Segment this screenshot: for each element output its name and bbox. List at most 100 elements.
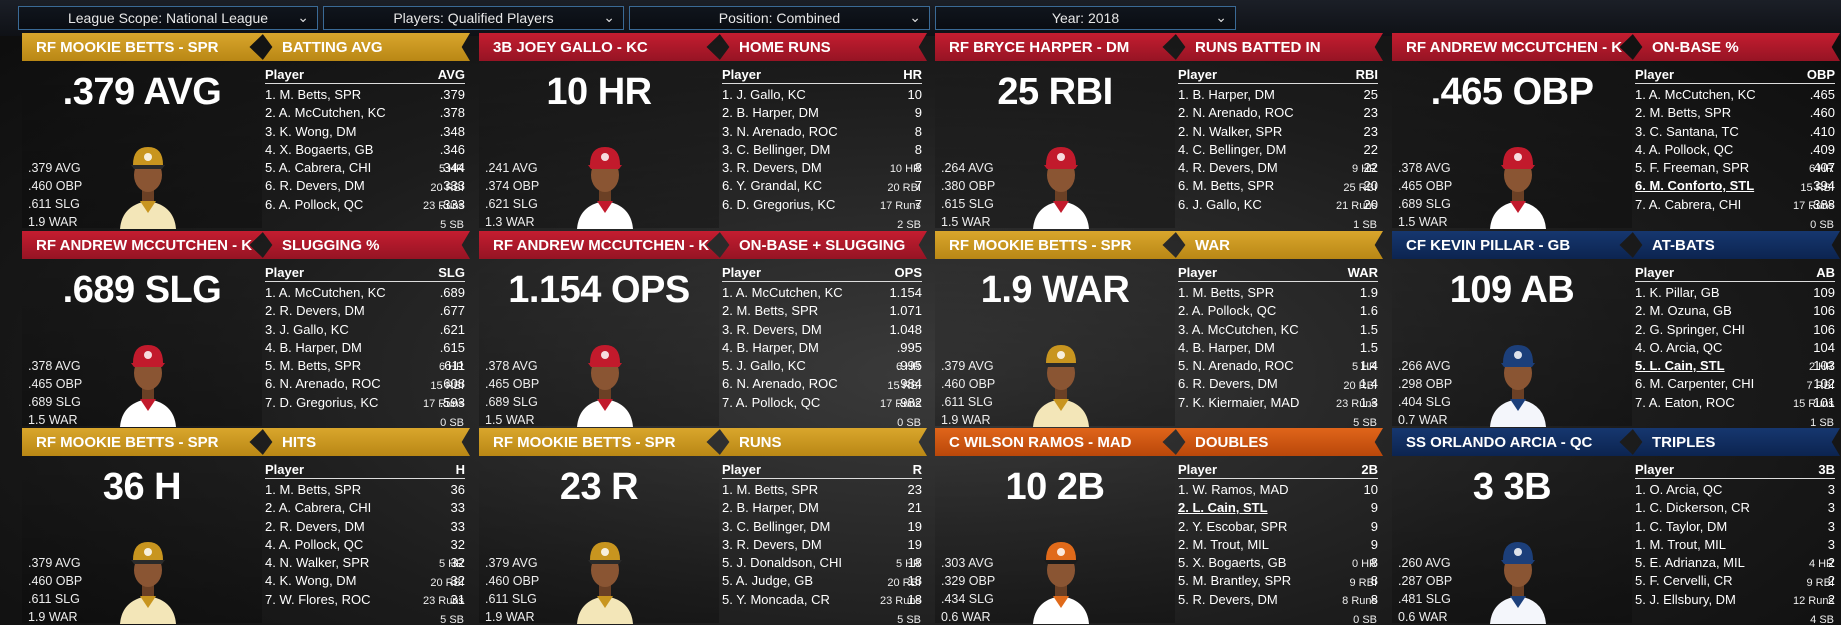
player-column-header[interactable]: Player: [722, 265, 762, 280]
leader-row[interactable]: 6. Y. Grandal, KC 7: [722, 177, 922, 195]
leader-row[interactable]: 1. C. Dickerson, CR 3: [1635, 499, 1835, 517]
leader-row[interactable]: 3. C. Bellinger, DM 8: [722, 141, 922, 159]
player-portrait[interactable]: [1031, 524, 1091, 624]
leader-row[interactable]: 7. W. Flores, ROC 31: [265, 591, 465, 609]
player-column-header[interactable]: Player: [265, 265, 305, 280]
leader-row[interactable]: 5. J. Ellsbury, DM 2: [1635, 591, 1835, 609]
leader-row[interactable]: 4. C. Bellinger, DM 22: [1178, 141, 1378, 159]
leader-row[interactable]: 2. R. Devers, DM .677: [265, 302, 465, 320]
leader-row[interactable]: 2. M. Ozuna, GB 106: [1635, 302, 1835, 320]
player-column-header[interactable]: Player: [265, 67, 305, 82]
leader-row[interactable]: 4. A. Pollock, QC .409: [1635, 141, 1835, 159]
leader-row[interactable]: 1. A. McCutchen, KC 1.154: [722, 284, 922, 302]
player-column-header[interactable]: Player: [1178, 462, 1218, 477]
player-ribbon[interactable]: RF MOOKIE BETTS - SPR: [22, 33, 264, 61]
stat-column-header[interactable]: AB: [1816, 265, 1835, 280]
leader-row[interactable]: 4. B. Harper, DM .995: [722, 339, 922, 357]
player-ribbon[interactable]: SS ORLANDO ARCIA - QC: [1392, 428, 1634, 456]
leader-row[interactable]: 4. N. Walker, SPR 32: [265, 554, 465, 572]
leader-row[interactable]: 7. D. Gregorius, KC .593: [265, 394, 465, 412]
leader-row[interactable]: 1. K. Pillar, GB 109: [1635, 284, 1835, 302]
leader-row[interactable]: 6. M. Carpenter, CHI 102: [1635, 375, 1835, 393]
leader-row[interactable]: 4. R. Devers, DM 22: [1178, 159, 1378, 177]
leader-row[interactable]: 7. A. Eaton, ROC 101: [1635, 394, 1835, 412]
player-ribbon[interactable]: RF ANDREW MCCUTCHEN - KC: [22, 231, 264, 259]
leader-row[interactable]: 5. J. Gallo, KC .995: [722, 357, 922, 375]
player-column-header[interactable]: Player: [1635, 67, 1675, 82]
leader-row[interactable]: 5. M. Betts, SPR .611: [265, 357, 465, 375]
player-ribbon[interactable]: C WILSON RAMOS - MAD: [935, 428, 1177, 456]
player-ribbon[interactable]: RF BRYCE HARPER - DM: [935, 33, 1177, 61]
leader-row[interactable]: 6. R. Devers, DM 1.4: [1178, 375, 1378, 393]
stat-column-header[interactable]: 2B: [1361, 462, 1378, 477]
leader-row[interactable]: 2. M. Betts, SPR 1.071: [722, 302, 922, 320]
leader-row[interactable]: 1. O. Arcia, QC 3: [1635, 481, 1835, 499]
year-dropdown[interactable]: Year: 2018 ⌄: [935, 6, 1236, 30]
leader-row[interactable]: 2. N. Walker, SPR 23: [1178, 123, 1378, 141]
leader-row[interactable]: 1. W. Ramos, MAD 10: [1178, 481, 1378, 499]
leader-row[interactable]: 2. R. Devers, DM 33: [265, 518, 465, 536]
leader-row[interactable]: 3. R. Devers, DM 19: [722, 536, 922, 554]
player-portrait[interactable]: [118, 327, 178, 427]
stat-column-header[interactable]: AVG: [437, 67, 465, 82]
leader-row[interactable]: 2. B. Harper, DM 9: [722, 104, 922, 122]
leader-row[interactable]: 6. D. Gregorius, KC 7: [722, 196, 922, 214]
leader-row[interactable]: 2. M. Trout, MIL 9: [1178, 536, 1378, 554]
leader-row[interactable]: 5. L. Cain, STL 103: [1635, 357, 1835, 375]
position-dropdown[interactable]: Position: Combined ⌄: [629, 6, 930, 30]
leader-row[interactable]: 3. A. McCutchen, KC 1.5: [1178, 321, 1378, 339]
player-ribbon[interactable]: RF MOOKIE BETTS - SPR: [935, 231, 1177, 259]
leader-row[interactable]: 2. A. Cabrera, CHI 33: [265, 499, 465, 517]
stat-column-header[interactable]: OBP: [1806, 67, 1835, 82]
player-ribbon[interactable]: 3B JOEY GALLO - KC: [479, 33, 721, 61]
leader-row[interactable]: 5. F. Cervelli, CR 2: [1635, 572, 1835, 590]
leader-row[interactable]: 2. G. Springer, CHI 106: [1635, 321, 1835, 339]
leader-row[interactable]: 1. M. Trout, MIL 3: [1635, 536, 1835, 554]
leader-row[interactable]: 6. N. Arenado, ROC .984: [722, 375, 922, 393]
leader-row[interactable]: 2. A. Pollock, QC 1.6: [1178, 302, 1378, 320]
player-column-header[interactable]: Player: [1635, 265, 1675, 280]
player-column-header[interactable]: Player: [265, 462, 305, 477]
leader-row[interactable]: 3. C. Santana, TC .410: [1635, 123, 1835, 141]
player-portrait[interactable]: [1031, 327, 1091, 427]
stat-column-header[interactable]: 3B: [1818, 462, 1835, 477]
leader-row[interactable]: 6. A. Pollock, QC .333: [265, 196, 465, 214]
player-portrait[interactable]: [1488, 129, 1548, 229]
leader-row[interactable]: 3. C. Bellinger, DM 19: [722, 518, 922, 536]
leader-row[interactable]: 1. A. McCutchen, KC .465: [1635, 86, 1835, 104]
leader-row[interactable]: 2. N. Arenado, ROC 23: [1178, 104, 1378, 122]
player-column-header[interactable]: Player: [1635, 462, 1675, 477]
player-portrait[interactable]: [575, 327, 635, 427]
stat-column-header[interactable]: WAR: [1347, 265, 1378, 280]
leader-row[interactable]: 4. K. Wong, DM 32: [265, 572, 465, 590]
leader-row[interactable]: 1. M. Betts, SPR 36: [265, 481, 465, 499]
leader-row[interactable]: 5. J. Donaldson, CHI 18: [722, 554, 922, 572]
leader-row[interactable]: 3. R. Devers, DM 1.048: [722, 321, 922, 339]
leader-row[interactable]: 4. O. Arcia, QC 104: [1635, 339, 1835, 357]
league-scope-dropdown[interactable]: League Scope: National League ⌄: [18, 6, 318, 30]
leader-row[interactable]: 3. R. Devers, DM 8: [722, 159, 922, 177]
player-ribbon[interactable]: RF MOOKIE BETTS - SPR: [22, 428, 264, 456]
leader-row[interactable]: 7. K. Kiermaier, MAD 1.3: [1178, 394, 1378, 412]
leader-row[interactable]: 4. B. Harper, DM 1.5: [1178, 339, 1378, 357]
leader-row[interactable]: 2. B. Harper, DM 21: [722, 499, 922, 517]
player-portrait[interactable]: [118, 129, 178, 229]
leader-row[interactable]: 1. M. Betts, SPR 1.9: [1178, 284, 1378, 302]
leader-row[interactable]: 6. R. Devers, DM .333: [265, 177, 465, 195]
leader-row[interactable]: 5. F. Freeman, SPR .407: [1635, 159, 1835, 177]
stat-column-header[interactable]: HR: [903, 67, 922, 82]
player-portrait[interactable]: [118, 524, 178, 624]
leader-row[interactable]: 5. A. Cabrera, CHI .344: [265, 159, 465, 177]
leader-row[interactable]: 3. N. Arenado, ROC 8: [722, 123, 922, 141]
leader-row[interactable]: 1. B. Harper, DM 25: [1178, 86, 1378, 104]
player-column-header[interactable]: Player: [1178, 67, 1218, 82]
player-column-header[interactable]: Player: [1178, 265, 1218, 280]
leader-row[interactable]: 6. J. Gallo, KC 20: [1178, 196, 1378, 214]
stat-column-header[interactable]: OPS: [894, 265, 922, 280]
leader-row[interactable]: 2. A. McCutchen, KC .378: [265, 104, 465, 122]
leader-row[interactable]: 5. Y. Moncada, CR 18: [722, 591, 922, 609]
leader-row[interactable]: 5. A. Judge, GB 18: [722, 572, 922, 590]
leader-row[interactable]: 1. C. Taylor, DM 3: [1635, 518, 1835, 536]
leader-row[interactable]: 1. M. Betts, SPR .379: [265, 86, 465, 104]
stat-column-header[interactable]: H: [455, 462, 465, 477]
